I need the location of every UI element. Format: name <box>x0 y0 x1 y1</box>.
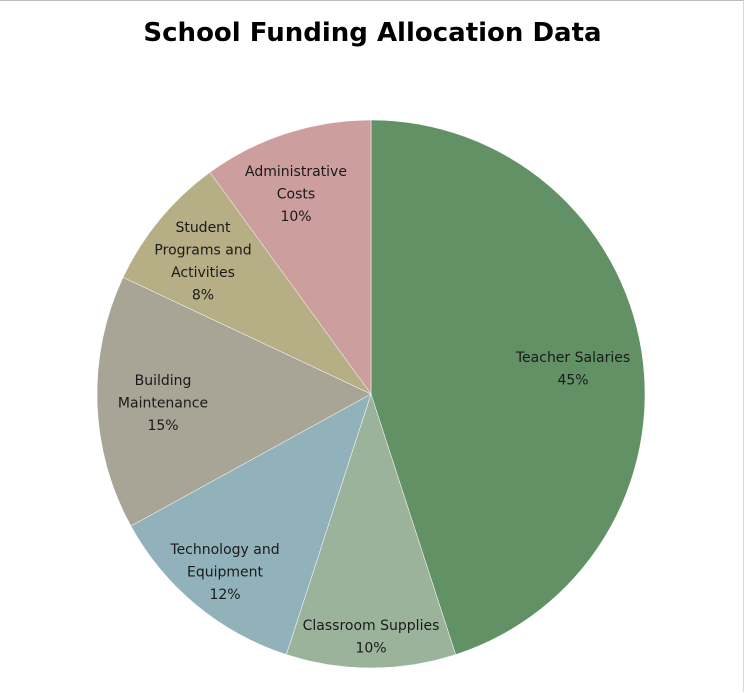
slice-label: Administrative Costs 10% <box>245 164 347 225</box>
slice-label: Building Maintenance 15% <box>118 373 208 434</box>
pie-slice <box>286 393 456 669</box>
pie-slice <box>122 171 372 395</box>
slice-label: Technology and Equipment 12% <box>169 542 279 603</box>
slice-label: Classroom Supplies 10% <box>303 618 440 657</box>
slice-label: Teacher Salaries 45% <box>515 350 630 389</box>
pie-slice <box>209 119 372 395</box>
pie-slice <box>370 119 646 655</box>
pie-slice <box>130 393 372 655</box>
chart-title: School Funding Allocation Data <box>143 18 602 48</box>
slice-label: Student Programs and Activities 8% <box>154 220 251 304</box>
pie-slice <box>96 277 372 527</box>
